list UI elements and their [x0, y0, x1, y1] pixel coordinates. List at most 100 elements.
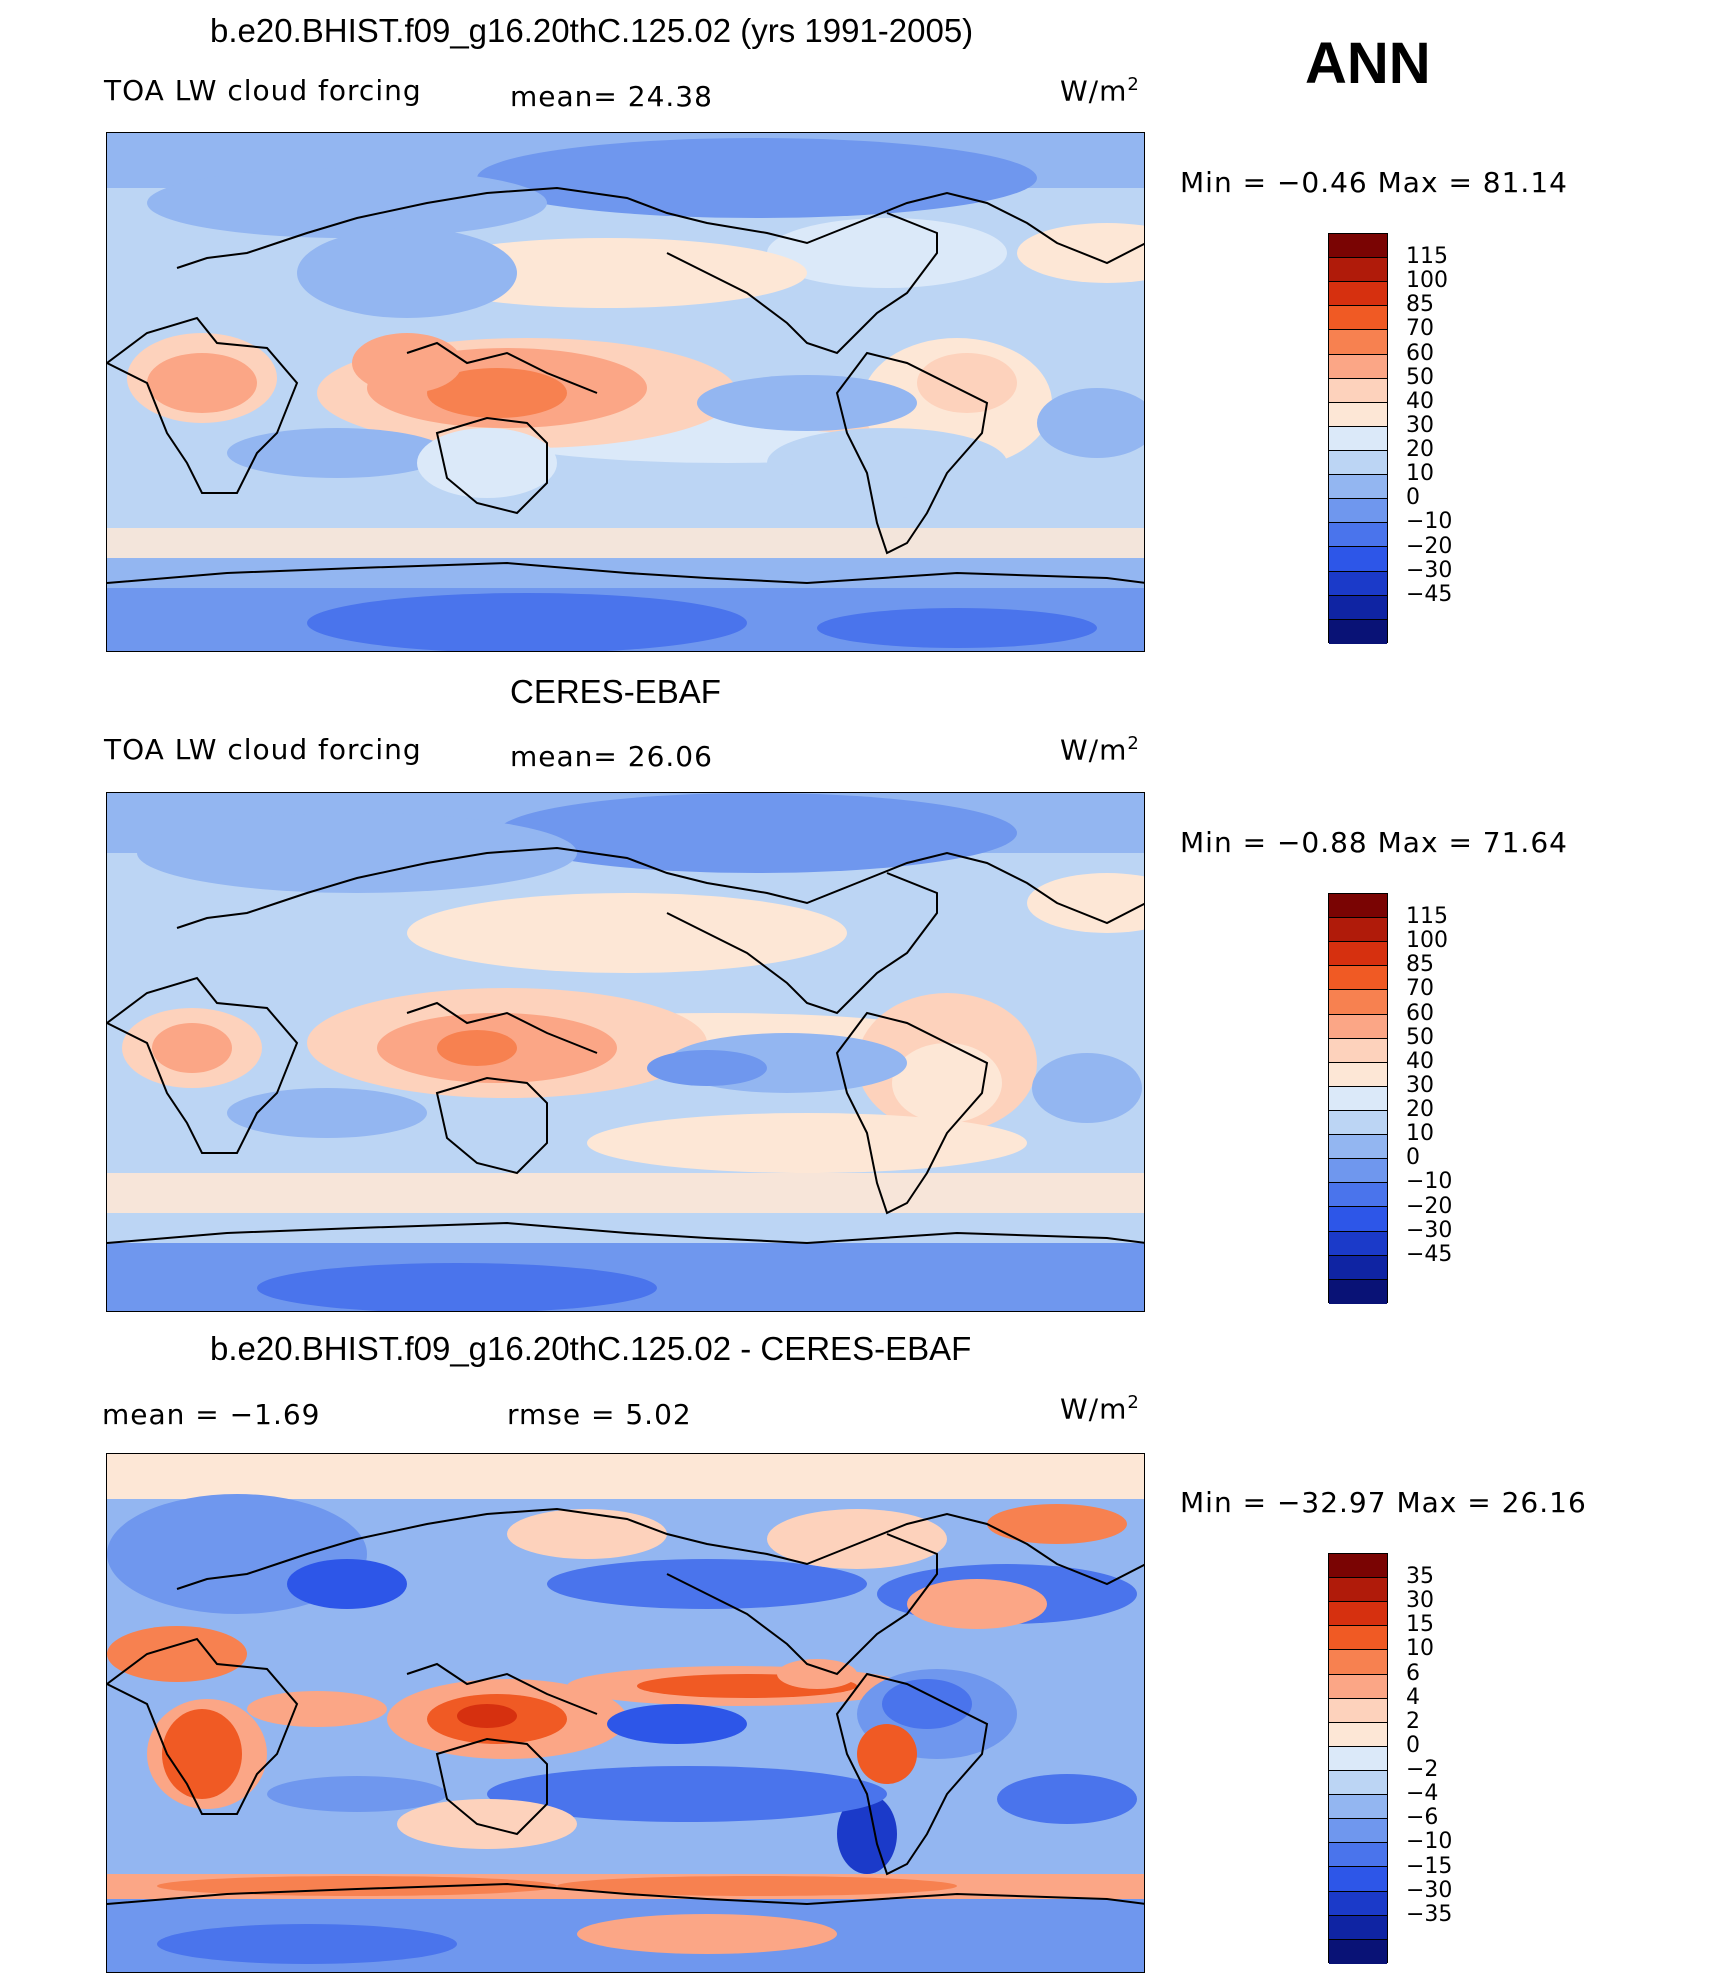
colorbar-swatch: [1329, 1843, 1387, 1868]
mean-label: mean= 24.38: [510, 80, 713, 113]
colorbar-tick-label: −45: [1406, 1241, 1453, 1267]
colorbar-tick-label: −20: [1406, 1193, 1453, 1219]
minmax-label: Min = −0.46 Max = 81.14: [1180, 166, 1568, 199]
colorbar-swatch: [1329, 1578, 1387, 1603]
colorbar-tick-label: 0: [1406, 1145, 1420, 1171]
colorbar-tick-label: 30: [1406, 1072, 1434, 1098]
colorbar-swatch: [1329, 1207, 1387, 1232]
colorbar-swatch: [1329, 1698, 1387, 1723]
colorbar-tick-label: 20: [1406, 1097, 1434, 1123]
colorbar-tick-label: 40: [1406, 1048, 1434, 1074]
colorbar-tick-label: 10: [1406, 461, 1434, 487]
colorbar-tick-label: 50: [1406, 1024, 1434, 1050]
colorbar-tick-label: −15: [1406, 1853, 1453, 1879]
colorbar-swatch: [1329, 282, 1387, 307]
colorbar-tick-label: 85: [1406, 292, 1434, 318]
colorbar-swatch: [1329, 1038, 1387, 1063]
colorbar-swatch: [1329, 330, 1387, 355]
colorbar-tick-label: −10: [1406, 1829, 1453, 1855]
colorbar-swatch: [1329, 523, 1387, 548]
colorbar-tick-label: 70: [1406, 316, 1434, 342]
colorbar-swatch: [1329, 1746, 1387, 1771]
colorbar-tick-label: −45: [1406, 581, 1453, 607]
colorbar-swatch: [1329, 450, 1387, 476]
colorbar-swatch: [1329, 619, 1387, 644]
colorbar-tick-label: −10: [1406, 1169, 1453, 1195]
colorbar-tick-label: 20: [1406, 437, 1434, 463]
colorbar-tick-label: 6: [1406, 1660, 1420, 1686]
colorbar-swatch: [1329, 1135, 1387, 1160]
variable-label: TOA LW cloud forcing: [104, 74, 422, 107]
colorbar-swatch: [1329, 1939, 1387, 1964]
colorbar-swatch: [1329, 1819, 1387, 1844]
colorbar-swatch: [1329, 990, 1387, 1015]
colorbar-tick-label: 100: [1406, 928, 1448, 954]
colorbar-swatch: [1329, 234, 1387, 259]
colorbar-tick-label: 115: [1406, 904, 1448, 930]
colorbar-swatch: [1329, 1255, 1387, 1280]
colorbar-swatch: [1329, 1554, 1387, 1579]
panel-title: b.e20.BHIST.f09_g16.20thC.125.02 (yrs 19…: [210, 12, 974, 49]
colorbar-swatch: [1329, 1770, 1387, 1796]
map-field: [107, 133, 1144, 651]
colorbar-swatch: [1329, 547, 1387, 572]
colorbar-swatch: [1329, 426, 1387, 451]
colorbar-swatch: [1329, 1062, 1387, 1087]
colorbar-swatch: [1329, 1231, 1387, 1256]
rmse-label: rmse = 5.02: [507, 1398, 692, 1431]
season-label: ANN: [1305, 31, 1431, 96]
panel-title: b.e20.BHIST.f09_g16.20thC.125.02 - CERES…: [210, 1330, 972, 1367]
colorbar-swatch: [1329, 475, 1387, 500]
colorbar-tick-label: 100: [1406, 268, 1448, 294]
colorbar: [1328, 893, 1388, 1304]
colorbar-swatch: [1329, 1626, 1387, 1651]
colorbar-tick-label: −30: [1406, 1217, 1453, 1243]
minmax-label: Min = −0.88 Max = 71.64: [1180, 826, 1568, 859]
colorbar-tick-label: 30: [1406, 412, 1434, 438]
colorbar-tick-label: 10: [1406, 1121, 1434, 1147]
colorbar-tick-label: 60: [1406, 1000, 1434, 1026]
colorbar-swatch: [1329, 1159, 1387, 1184]
colorbar-swatch: [1329, 306, 1387, 331]
variable-label: TOA LW cloud forcing: [104, 733, 422, 766]
colorbar-tick-label: 10: [1406, 1636, 1434, 1662]
colorbar-swatch: [1329, 402, 1387, 427]
map-difference: [106, 1453, 1145, 1973]
mean-label: mean = −1.69: [102, 1398, 321, 1431]
colorbar-swatch: [1329, 1674, 1387, 1699]
panel-title: CERES-EBAF: [510, 673, 721, 710]
colorbar-tick-label: −4: [1406, 1781, 1439, 1807]
colorbar-tick-label: 40: [1406, 388, 1434, 414]
colorbar-swatch: [1329, 1915, 1387, 1940]
colorbar-tick-label: −6: [1406, 1805, 1439, 1831]
colorbar-tick-label: 0: [1406, 485, 1420, 511]
mean-label: mean= 26.06: [510, 740, 713, 773]
colorbar-swatch: [1329, 1279, 1387, 1304]
colorbar-swatch: [1329, 1602, 1387, 1627]
colorbar-tick-label: 2: [1406, 1708, 1420, 1734]
units-label: W/m2: [1060, 733, 1140, 767]
colorbar-swatch: [1329, 354, 1387, 379]
units-label: W/m2: [1060, 1392, 1140, 1426]
colorbar-tick-label: 15: [1406, 1612, 1434, 1638]
colorbar-swatch: [1329, 1110, 1387, 1136]
colorbar-swatch: [1329, 1891, 1387, 1916]
colorbar-tick-label: 4: [1406, 1684, 1420, 1710]
colorbar-tick-label: 30: [1406, 1588, 1434, 1614]
colorbar-swatch: [1329, 918, 1387, 943]
colorbar-swatch: [1329, 942, 1387, 967]
colorbar-swatch: [1329, 1183, 1387, 1208]
colorbar-swatch: [1329, 1795, 1387, 1820]
colorbar-swatch: [1329, 894, 1387, 919]
colorbar-swatch: [1329, 499, 1387, 524]
colorbar-tick-label: −2: [1406, 1757, 1439, 1783]
colorbar: [1328, 1553, 1388, 1964]
map-model: [106, 132, 1145, 652]
colorbar-tick-label: 35: [1406, 1564, 1434, 1590]
colorbar-tick-label: 60: [1406, 340, 1434, 366]
colorbar-swatch: [1329, 378, 1387, 403]
colorbar-swatch: [1329, 1650, 1387, 1675]
colorbar-swatch: [1329, 1867, 1387, 1892]
colorbar-swatch: [1329, 571, 1387, 596]
colorbar: [1328, 233, 1388, 644]
